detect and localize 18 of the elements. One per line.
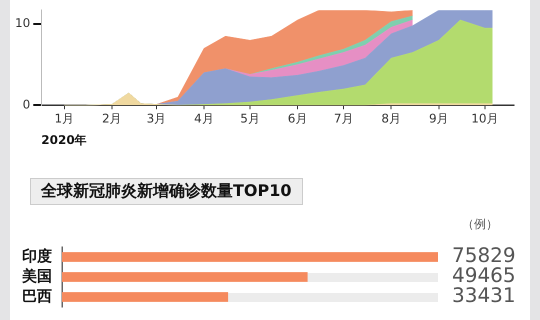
x-tick-label: 2月 xyxy=(102,112,122,126)
y-tick-label: 10 xyxy=(14,16,30,30)
x-tick-label: 5月 xyxy=(240,112,260,126)
x-axis-title: 2020年 xyxy=(41,132,87,147)
y-tick-label: 0 xyxy=(22,97,30,112)
y-tick-label: 印度 xyxy=(22,246,52,265)
x-tick-label: 1月 xyxy=(54,112,74,126)
x-tick-label: 7月 xyxy=(334,112,354,126)
x-tick-label: 10月 xyxy=(471,112,498,126)
x-tick-label: 3月 xyxy=(146,112,166,126)
x-tick-label: 6月 xyxy=(288,112,308,126)
x-tick-label: 8月 xyxy=(381,112,402,126)
text: （例） xyxy=(462,216,498,233)
x-tick-label: 4月 xyxy=(194,112,214,126)
y-tick-label: 巴西 xyxy=(22,286,52,305)
chart-title: 全球新冠肺炎新增确诊数量TOP10 xyxy=(30,178,303,205)
y-tick-label: 美国 xyxy=(21,266,52,285)
x-tick-label: 9月 xyxy=(428,112,449,126)
